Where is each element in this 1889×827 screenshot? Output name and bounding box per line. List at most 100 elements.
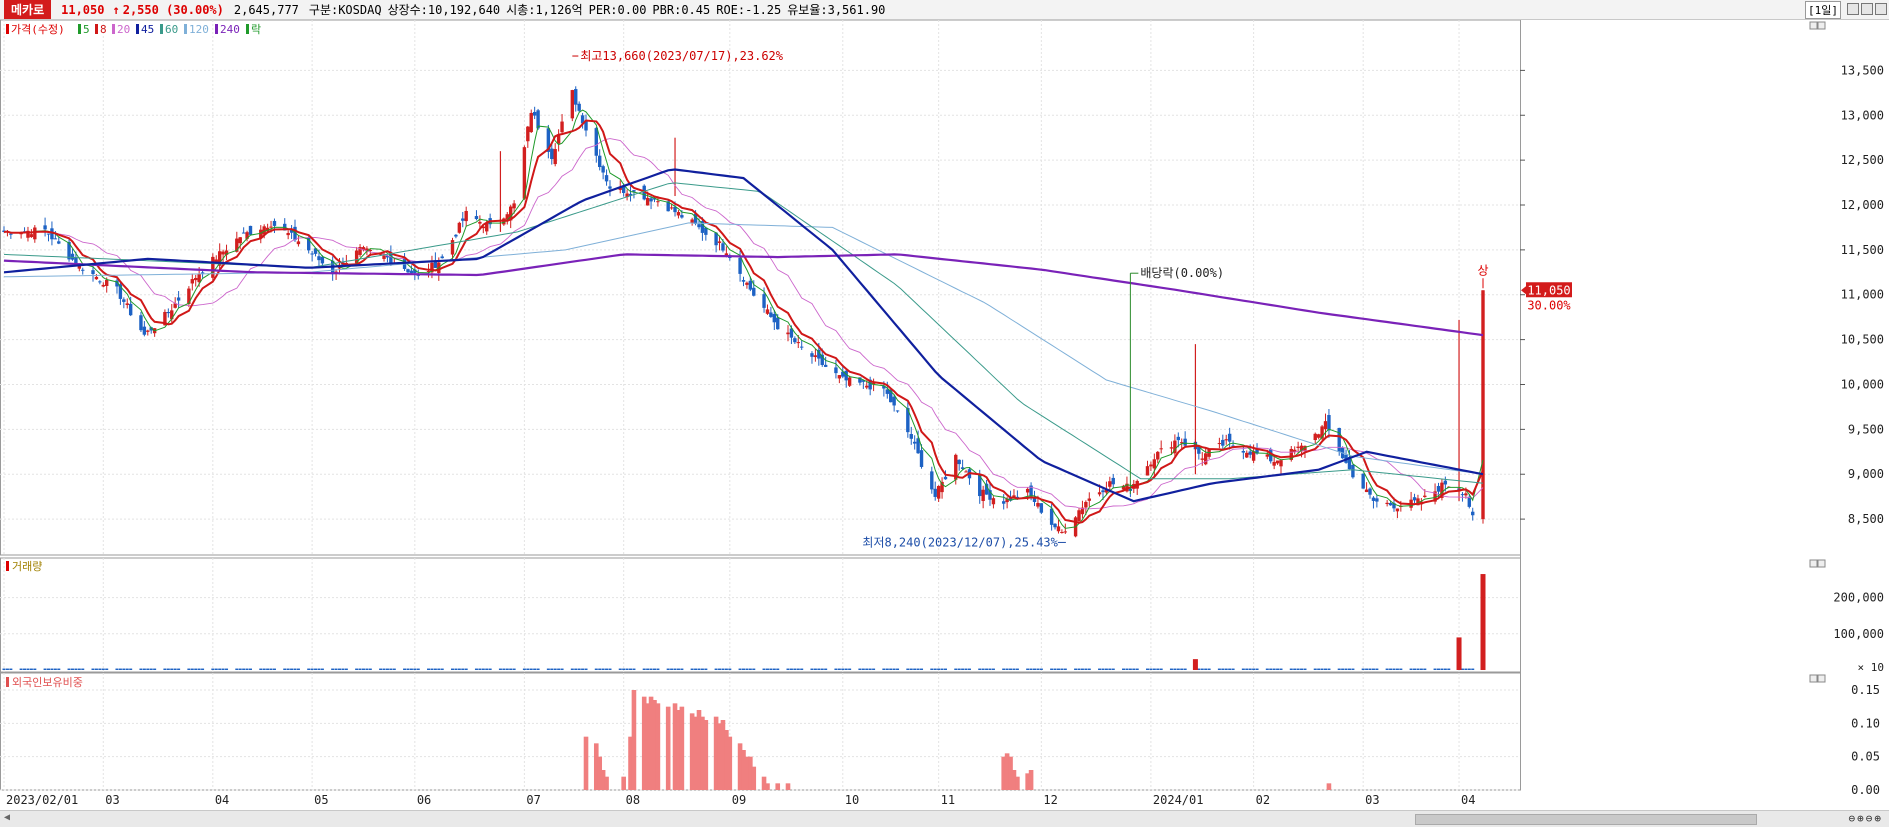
volume-bar (307, 668, 311, 670)
candle-body (262, 226, 266, 235)
scroll-thumb[interactable] (1415, 814, 1757, 825)
volume-bar (283, 668, 287, 670)
volume-bar (1087, 668, 1091, 670)
volume-bar (1145, 668, 1149, 670)
date-tick-label: 10 (845, 793, 859, 807)
volume-bar (752, 668, 756, 670)
volume-bar (748, 668, 752, 670)
price-tick-label: 9,500 (1848, 422, 1884, 436)
candle-body (26, 230, 30, 238)
candle-body (125, 303, 129, 305)
candle-body (981, 489, 985, 502)
volume-bar (834, 668, 838, 670)
candle-body (991, 498, 996, 505)
volume-bar (981, 668, 985, 670)
candle-body (704, 227, 708, 235)
candle-body (122, 299, 126, 302)
volume-bar (1005, 668, 1009, 670)
candle-body (1169, 447, 1174, 449)
volume-bar (1050, 668, 1054, 670)
volume-bar (1279, 668, 1283, 670)
volume-bar (1122, 668, 1126, 670)
volume-bar (115, 668, 119, 670)
candle-body (385, 255, 390, 258)
foreign-ratio-bar (737, 743, 743, 790)
volume-bar (29, 668, 33, 670)
candle-body (717, 241, 722, 243)
candle-body (1347, 456, 1352, 470)
volume-bar (1183, 668, 1187, 670)
candle-body (217, 251, 222, 266)
candle-body (1005, 498, 1009, 503)
candle-body (700, 221, 705, 233)
volume-bar (427, 668, 431, 670)
candle-body (1395, 508, 1400, 512)
candle-body (1443, 480, 1448, 485)
stock-name-badge[interactable]: 메카로 (4, 0, 52, 19)
volume-bar (1456, 637, 1462, 670)
volume-bar (676, 668, 680, 670)
volume-bar (70, 668, 74, 670)
last-pct-tag-text: 30.00% (1527, 298, 1571, 312)
volume-bar (1303, 668, 1307, 670)
scroll-left-icon[interactable]: ◀ (4, 812, 11, 823)
candle-body (632, 190, 636, 192)
candle-body (885, 389, 889, 394)
candle-body (1149, 464, 1153, 467)
volume-bar (358, 668, 362, 670)
candle-body (1111, 477, 1115, 485)
candle-body (365, 248, 369, 252)
volume-bar (105, 668, 109, 670)
high-annotation: 최고13,660(2023/07/17),23.62% (580, 49, 783, 63)
candle-body (618, 186, 622, 190)
panel-close-button (1817, 674, 1826, 683)
volume-bar (920, 668, 924, 670)
volume-bar (1036, 668, 1040, 670)
candle-body (289, 229, 294, 233)
legend-price: 가격(수정) (11, 23, 65, 36)
minimize-button[interactable] (1847, 3, 1859, 15)
foreign-ratio-bar (655, 703, 661, 790)
volume-bar (50, 668, 54, 670)
candle-body (892, 396, 896, 406)
foreign-ratio-bar (775, 783, 781, 790)
candle-body (957, 459, 961, 465)
candle-body (1231, 445, 1235, 447)
volume-bar (1416, 668, 1420, 670)
foreign-ratio-bar (631, 690, 637, 790)
volume-bar (1324, 668, 1328, 670)
candle-body (813, 355, 818, 358)
volume-bar (317, 668, 321, 670)
horizontal-scrollbar[interactable]: ◀ ⊖⊕⊖⊕ (0, 810, 1889, 827)
volume-bar (77, 668, 81, 670)
candle-body (211, 256, 215, 278)
candle-body (440, 256, 444, 259)
volume-bar (937, 668, 941, 670)
candle-body (378, 253, 383, 255)
close-button[interactable] (1875, 3, 1887, 15)
stock-chart[interactable]: 13,500 13,000 12,500 12,000 11,500 11,000 10,5… (0, 20, 1889, 810)
maximize-button[interactable] (1861, 3, 1873, 15)
volume-bar (954, 668, 958, 670)
low-annotation: 최저8,240(2023/12/07),25.43% (862, 535, 1058, 549)
zoom-icon[interactable]: ⊖⊕⊖⊕ (1848, 812, 1883, 825)
volume-bar (718, 668, 722, 670)
axes: 13,500 13,000 12,500 12,000 11,500 11,000 10,5… (6, 63, 1884, 807)
foreign-ratio-bar (648, 696, 654, 790)
candle-body (241, 232, 246, 234)
volume-bar (201, 668, 205, 670)
period-selector[interactable]: [1일] (1805, 1, 1841, 19)
candle-body (1255, 447, 1259, 454)
volume-bar (1371, 668, 1375, 670)
foreign-ratio-bar (689, 713, 695, 790)
volume-panel-title: 거래량 (12, 560, 42, 573)
volume-bar (697, 668, 701, 670)
volume-bar (1433, 668, 1437, 670)
volume-bar (533, 668, 537, 670)
volume-bar (53, 668, 57, 670)
candle-body (197, 273, 201, 283)
candle-body (1296, 446, 1300, 448)
volume-bar (690, 668, 694, 670)
volume-bar (848, 668, 852, 670)
volume-bar (1176, 668, 1180, 670)
